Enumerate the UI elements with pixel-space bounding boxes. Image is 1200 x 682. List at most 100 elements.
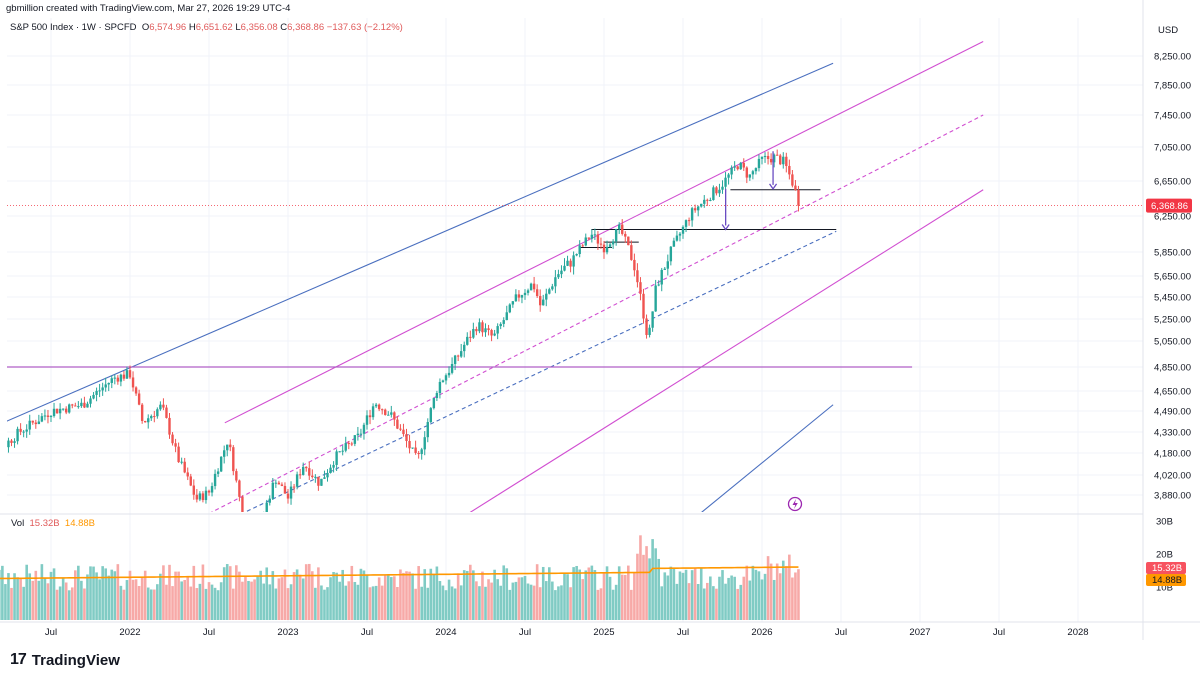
- candle-body: [25, 429, 28, 432]
- candle-body: [782, 156, 785, 165]
- volume-bar: [162, 565, 165, 620]
- candle-body: [502, 320, 505, 324]
- candle-body: [751, 171, 755, 175]
- volume-bar: [733, 576, 736, 620]
- volume-bar: [687, 583, 691, 620]
- volume-bar: [140, 576, 144, 620]
- volume-bar: [110, 569, 114, 620]
- candle-body: [298, 474, 302, 476]
- candle-body: [10, 440, 13, 443]
- volume-bar: [146, 587, 150, 620]
- time-tick-label: Jul: [993, 627, 1005, 638]
- price-tick-label: 5,850.00: [1154, 248, 1191, 259]
- volume-bar: [183, 579, 186, 620]
- candle-body: [456, 355, 460, 357]
- volume-bar: [98, 579, 101, 620]
- volume-bar: [657, 558, 660, 620]
- candle-body: [43, 415, 47, 417]
- candle-body: [736, 166, 739, 170]
- time-axis[interactable]: Jul 2022 Jul 2023 Jul 2024 Jul 2025 Jul 2026 Jul 20…: [45, 627, 1089, 638]
- candle-body: [733, 166, 736, 168]
- symbol-name[interactable]: S&P 500 Index · 1W · SPCFD: [10, 22, 137, 33]
- candle-body: [496, 326, 499, 334]
- candle-body: [286, 493, 290, 499]
- volume-bar: [560, 585, 563, 620]
- volume-bar: [730, 575, 733, 620]
- tradingview-brand[interactable]: 17 TradingView: [10, 651, 120, 669]
- candle-body: [602, 244, 606, 253]
- volume-bar: [16, 577, 19, 620]
- candle-body: [654, 285, 657, 312]
- candle-body: [666, 261, 670, 269]
- volume-bar: [605, 566, 609, 620]
- candle-body: [31, 420, 34, 423]
- candle-body: [174, 443, 177, 447]
- volume-bar: [611, 589, 615, 620]
- flash-icon[interactable]: [787, 496, 803, 512]
- grid: [0, 0, 1200, 640]
- volume-bar: [298, 574, 302, 620]
- volume-bar: [125, 580, 129, 620]
- price-axis[interactable]: 8,250.00 7,850.00 7,450.00 7,050.00 6,650.00…: [1146, 52, 1192, 502]
- candle-body: [532, 283, 536, 290]
- volume-bar: [101, 566, 104, 620]
- time-tick-label: Jul: [835, 627, 847, 638]
- volume-bar: [581, 579, 585, 620]
- candle-body: [222, 450, 226, 457]
- candle-body: [180, 461, 183, 463]
- volume-tag-2-label: 14.88B: [1152, 575, 1182, 586]
- time-tick-label: Jul: [203, 627, 215, 638]
- volume-value-1: 15.32B: [29, 518, 60, 529]
- volume-bar: [575, 565, 578, 620]
- candle-body: [766, 155, 770, 159]
- volume-bar: [67, 590, 71, 620]
- volume-bar: [259, 570, 262, 620]
- candle-body: [529, 283, 533, 291]
- volume-bar: [232, 588, 235, 620]
- volume-bar: [651, 539, 654, 620]
- candle-body: [226, 444, 229, 451]
- candle-body: [779, 155, 782, 165]
- time-tick-label: 2026: [751, 627, 772, 638]
- candle-body: [122, 374, 126, 379]
- volume-bar: [526, 583, 530, 620]
- candle-body: [450, 364, 454, 373]
- volume-bar: [569, 587, 572, 620]
- candle-body: [742, 162, 745, 168]
- last-price-tag: [1146, 198, 1192, 213]
- volume-bar: [371, 586, 375, 620]
- candle-body: [320, 478, 323, 486]
- candle-body: [13, 441, 16, 443]
- candle-body: [669, 246, 673, 262]
- candle-body: [365, 415, 369, 425]
- candle-body: [92, 394, 95, 399]
- candle-body: [596, 234, 600, 244]
- volume-title[interactable]: Vol: [11, 518, 25, 529]
- volume-bar: [353, 581, 357, 620]
- candle-body: [463, 344, 466, 352]
- last-price-label: 6,368.86: [1151, 201, 1188, 212]
- candle-body: [560, 270, 563, 275]
- candle-body: [396, 419, 399, 429]
- candle-body: [681, 226, 685, 234]
- candle-body: [241, 496, 244, 512]
- volume-bar: [277, 578, 281, 620]
- volume-bar: [180, 581, 183, 620]
- open-label: O: [141, 22, 150, 33]
- candle-body: [77, 406, 80, 408]
- volume-bar: [532, 585, 536, 620]
- volume-bar: [307, 563, 311, 620]
- volume-bar: [304, 564, 308, 620]
- candle-body: [630, 245, 633, 260]
- volume-bar: [86, 574, 89, 620]
- candle-body: [569, 260, 572, 267]
- candle-body: [110, 378, 113, 383]
- volume-bar: [268, 584, 272, 620]
- volume-bar: [283, 569, 287, 620]
- candle-body: [438, 381, 442, 394]
- volume-bar: [365, 574, 369, 620]
- candle-body: [475, 329, 478, 332]
- candle-body: [614, 229, 618, 242]
- volume-bar: [383, 574, 387, 620]
